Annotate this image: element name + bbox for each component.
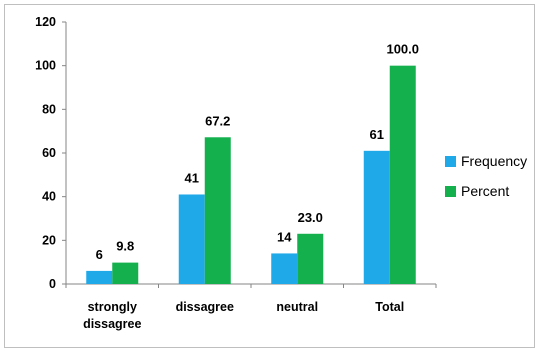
bars <box>86 65 416 285</box>
y-tick-label: 120 <box>35 15 56 29</box>
data-label: 9.8 <box>116 239 134 254</box>
y-tick-label: 100 <box>35 59 56 73</box>
bar-frequency <box>86 270 113 284</box>
y-tick-label: 40 <box>42 190 56 204</box>
y-tick-label: 80 <box>42 102 56 116</box>
bar-percent <box>297 233 324 284</box>
data-label: 61 <box>370 127 384 142</box>
x-category-label: strongly dissagree <box>83 300 141 331</box>
y-tick-label: 0 <box>49 277 56 291</box>
y-tick-label: 20 <box>42 233 56 247</box>
data-label: 6 <box>96 247 103 262</box>
bar-frequency <box>178 194 205 284</box>
legend-swatch-percent <box>445 186 456 197</box>
data-label: 100.0 <box>386 42 419 57</box>
legend-swatch-frequency <box>445 156 456 167</box>
chart-frame <box>4 4 535 348</box>
y-tick-label: 60 <box>42 146 56 160</box>
data-label: 23.0 <box>298 210 323 225</box>
data-label: 14 <box>277 229 292 244</box>
legend: Frequency Percent <box>445 153 527 199</box>
data-label: 67.2 <box>205 113 230 128</box>
bar-frequency <box>363 150 390 284</box>
bar-frequency <box>271 253 298 284</box>
data-labels: 6 9.8 41 67.2 14 23.0 61 100.0 <box>96 42 419 262</box>
legend-label-frequency: Frequency <box>461 153 527 169</box>
x-category-label: Total <box>375 300 404 314</box>
bar-percent <box>204 137 231 284</box>
legend-label-percent: Percent <box>461 183 509 199</box>
data-label: 41 <box>185 170 199 185</box>
x-category-label: dissagree <box>176 300 234 314</box>
bar-percent <box>389 65 416 285</box>
bar-percent <box>112 262 139 284</box>
x-category-label: neutral <box>276 300 318 314</box>
